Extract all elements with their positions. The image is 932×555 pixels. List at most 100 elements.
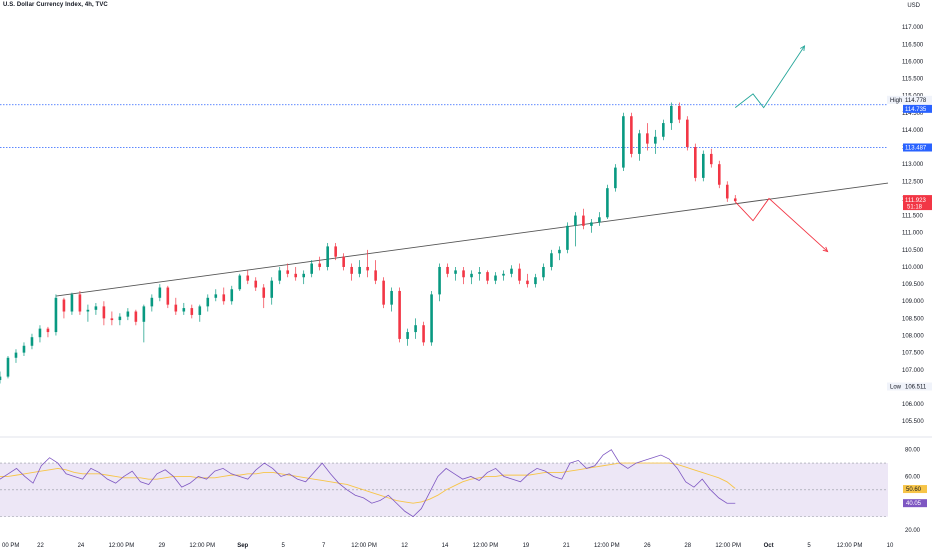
candle-body (222, 294, 226, 302)
price-tick-label: 113.000 (902, 162, 924, 168)
time-tick-label: 12:00 PM (837, 543, 863, 549)
candle-body (190, 308, 194, 315)
time-tick-label: 26 (644, 543, 651, 549)
candle-body (318, 263, 321, 267)
time-tick-label: 12 (401, 543, 408, 549)
candle-body (30, 337, 34, 346)
candle-body (366, 266, 369, 271)
candle-body (6, 357, 10, 377)
time-tick-label: 00 PM (2, 543, 19, 549)
high-value-label: High (890, 98, 902, 104)
rsi-tick-label: 20.00 (905, 528, 921, 534)
candle-body (0, 376, 2, 381)
candle-body (102, 306, 106, 319)
candle-body (701, 153, 705, 178)
candle-body (78, 294, 82, 312)
low-value: 106.511 (905, 385, 927, 391)
candle-body (182, 308, 186, 312)
price-tick-label: 111.500 (902, 214, 923, 220)
price-tick-label: 105.500 (902, 419, 924, 425)
candle-body (382, 280, 385, 305)
price-axis[interactable]: 117.000116.500116.000115.500115.000114.5… (902, 25, 924, 534)
candle-body (174, 304, 178, 312)
price-tick-label: 117.000 (902, 25, 924, 31)
candle-body (717, 164, 721, 185)
candle-body (494, 275, 497, 281)
candle-body (334, 246, 337, 257)
candle-body (270, 280, 274, 298)
candle-body (598, 217, 601, 223)
time-tick-label: 24 (78, 543, 85, 549)
candle-body (22, 345, 26, 353)
level-1-badge: 114.735 (905, 107, 927, 113)
level-1-badge-bg (903, 104, 932, 113)
candle-body (142, 306, 146, 322)
candle-body (622, 116, 625, 168)
currency-label: USD (907, 3, 920, 9)
candle-body (694, 147, 697, 178)
rsi-line (0, 449, 736, 518)
projection-up-arrow-head (799, 45, 806, 51)
projection-down-arrow (734, 197, 828, 252)
candle-body (566, 225, 569, 250)
candle-body (294, 273, 298, 278)
low-value-bg (903, 382, 932, 391)
candle-body (462, 270, 465, 278)
candle-body (158, 287, 162, 298)
candle-body (150, 297, 154, 307)
level-lines (0, 104, 888, 148)
rsi-ma-badge-bg (903, 485, 927, 494)
candle-body (254, 280, 258, 288)
candle-body (430, 294, 433, 343)
high-value-label-bg (887, 95, 903, 104)
candle-body (126, 311, 130, 317)
rsi-band-layer (0, 462, 888, 517)
trendline (55, 182, 889, 297)
rsi-value-badge: 40.05 (906, 501, 922, 507)
time-tick-label: 12:00 PM (351, 543, 377, 549)
time-tick-label: 28 (684, 543, 691, 549)
low-value-label-bg (887, 382, 903, 391)
candle-body (646, 133, 649, 144)
price-tick-label: 109.500 (902, 282, 924, 288)
candle-body (262, 287, 266, 298)
low-value-label: Low (890, 385, 902, 391)
time-tick-label: 19 (523, 543, 530, 549)
candle-body (70, 294, 74, 312)
candle-body (590, 222, 593, 226)
candle-body (678, 105, 681, 120)
price-tick-label: 107.000 (902, 368, 924, 374)
price-tick-label: 112.500 (902, 179, 924, 185)
candle-body (118, 316, 122, 321)
candle-body (406, 332, 409, 339)
time-tick-label: 12:00 PM (189, 543, 215, 549)
candle-body (198, 306, 202, 315)
candle-body (470, 273, 473, 278)
candle-body (134, 311, 138, 322)
price-tick-label: 109.000 (902, 299, 924, 305)
candle-body (246, 275, 250, 281)
candle-body (310, 263, 313, 274)
time-tick-label: 12:00 PM (715, 543, 741, 549)
candle-body (110, 318, 114, 321)
candle-body (94, 306, 98, 310)
candle-body (398, 290, 401, 339)
time-tick-label: 12:00 PM (473, 543, 499, 549)
time-tick-label: 14 (442, 543, 449, 549)
time-axis[interactable]: 00 PM 22 24 12:00 PM 29 12:00 PM Sep 5 7 12:00 PM… (2, 543, 894, 549)
time-tick-label: 5 (282, 543, 286, 549)
candle-body (86, 309, 90, 312)
rsi-value-badge-bg (903, 499, 927, 508)
high-value-bg (903, 95, 932, 104)
price-tick-label: 116.500 (902, 42, 924, 48)
candle-body (486, 272, 489, 281)
current-price-bg (903, 195, 932, 211)
candle-body (582, 215, 585, 226)
projection-layer (734, 45, 829, 253)
candle-body (390, 290, 393, 305)
candle-body (54, 297, 58, 333)
candles-layer (0, 102, 737, 384)
